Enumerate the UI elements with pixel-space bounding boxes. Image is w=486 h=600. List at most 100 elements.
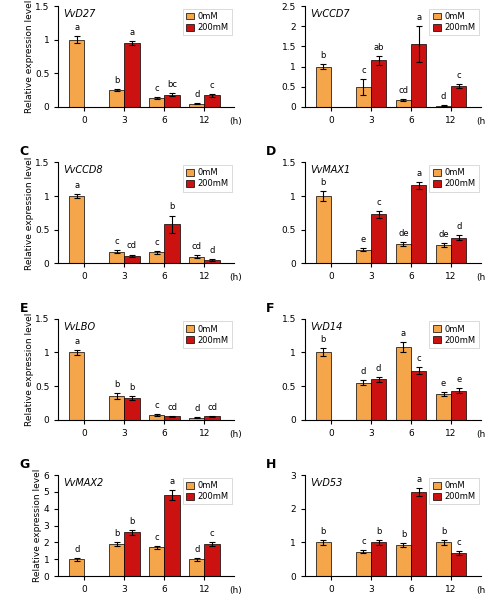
Text: d: d xyxy=(194,90,200,99)
Bar xyxy=(451,391,467,419)
Text: d: d xyxy=(456,222,461,231)
Text: a: a xyxy=(416,13,421,22)
Text: VvCCD8: VvCCD8 xyxy=(64,166,103,175)
Bar xyxy=(371,542,386,576)
Y-axis label: Relative expression level: Relative expression level xyxy=(24,0,34,113)
Text: a: a xyxy=(170,477,174,486)
Text: b: b xyxy=(376,527,382,536)
Bar xyxy=(316,196,331,263)
Text: c: c xyxy=(155,401,159,410)
Text: de: de xyxy=(438,230,449,239)
Bar xyxy=(396,244,411,263)
Text: c: c xyxy=(417,354,421,363)
Text: c: c xyxy=(456,71,461,80)
Text: b: b xyxy=(114,76,120,85)
Bar xyxy=(436,542,451,576)
Text: b: b xyxy=(129,517,135,526)
Text: a: a xyxy=(74,181,79,190)
Bar xyxy=(149,253,164,263)
Legend: 0mM, 200mM: 0mM, 200mM xyxy=(183,321,232,348)
Text: (h): (h) xyxy=(229,117,242,126)
Bar xyxy=(396,545,411,576)
Text: d: d xyxy=(209,246,215,255)
Text: (h): (h) xyxy=(229,274,242,283)
Bar xyxy=(356,552,371,576)
Text: c: c xyxy=(155,238,159,247)
Legend: 0mM, 200mM: 0mM, 200mM xyxy=(429,8,479,35)
Text: (h): (h) xyxy=(476,586,486,595)
Text: d: d xyxy=(74,545,79,554)
Bar xyxy=(371,61,386,107)
Text: cd: cd xyxy=(399,86,408,95)
Bar xyxy=(205,544,220,576)
Bar xyxy=(109,396,124,419)
Legend: 0mM, 200mM: 0mM, 200mM xyxy=(183,8,232,35)
Text: e: e xyxy=(441,379,446,388)
Text: c: c xyxy=(456,538,461,547)
Text: c: c xyxy=(376,198,381,207)
Text: c: c xyxy=(361,537,366,546)
Text: VvMAX1: VvMAX1 xyxy=(310,166,350,175)
Bar xyxy=(109,252,124,263)
Text: de: de xyxy=(398,229,409,238)
Text: (h): (h) xyxy=(229,586,242,595)
Text: c: c xyxy=(155,533,159,542)
Text: a: a xyxy=(74,23,79,32)
Bar xyxy=(436,245,451,263)
Text: b: b xyxy=(114,380,120,389)
Text: VvCCD7: VvCCD7 xyxy=(310,9,350,19)
Bar xyxy=(124,43,139,107)
Bar xyxy=(124,532,139,576)
Bar xyxy=(189,418,205,419)
Y-axis label: Relative expression level: Relative expression level xyxy=(24,156,34,269)
Text: b: b xyxy=(321,527,326,536)
Bar xyxy=(436,106,451,107)
Text: b: b xyxy=(321,335,326,344)
Text: ab: ab xyxy=(373,43,384,52)
Text: d: d xyxy=(441,92,446,101)
Legend: 0mM, 200mM: 0mM, 200mM xyxy=(183,478,232,505)
Bar xyxy=(124,256,139,263)
Bar xyxy=(396,100,411,107)
Text: H: H xyxy=(266,458,277,471)
Text: a: a xyxy=(401,329,406,338)
Text: c: c xyxy=(361,67,366,76)
Text: (h): (h) xyxy=(476,430,486,439)
Bar xyxy=(164,416,180,419)
Bar xyxy=(189,559,205,576)
Text: b: b xyxy=(321,51,326,60)
Text: VvD14: VvD14 xyxy=(310,322,343,332)
Text: A: A xyxy=(19,0,29,2)
Bar xyxy=(69,559,85,576)
Bar xyxy=(371,214,386,263)
Text: (h): (h) xyxy=(476,274,486,283)
Bar xyxy=(205,95,220,107)
Text: a: a xyxy=(416,475,421,484)
Bar xyxy=(189,257,205,263)
Text: F: F xyxy=(266,302,275,315)
Bar xyxy=(411,185,426,263)
Bar xyxy=(316,352,331,419)
Bar xyxy=(411,492,426,576)
Text: d: d xyxy=(376,364,382,373)
Text: b: b xyxy=(129,383,135,392)
Text: C: C xyxy=(19,145,29,158)
Text: b: b xyxy=(441,527,446,536)
Text: B: B xyxy=(266,0,276,2)
Bar xyxy=(356,87,371,107)
Bar xyxy=(164,95,180,107)
Text: (h): (h) xyxy=(229,430,242,439)
Text: cd: cd xyxy=(127,241,137,250)
Bar xyxy=(69,352,85,419)
Bar xyxy=(396,347,411,419)
Text: G: G xyxy=(19,458,30,471)
Text: b: b xyxy=(321,178,326,187)
Text: VvD27: VvD27 xyxy=(64,9,96,19)
Legend: 0mM, 200mM: 0mM, 200mM xyxy=(429,321,479,348)
Text: b: b xyxy=(169,202,175,211)
Text: d: d xyxy=(361,367,366,376)
Bar xyxy=(149,98,164,107)
Text: (h): (h) xyxy=(476,117,486,126)
Bar xyxy=(356,250,371,263)
Text: c: c xyxy=(210,81,214,90)
